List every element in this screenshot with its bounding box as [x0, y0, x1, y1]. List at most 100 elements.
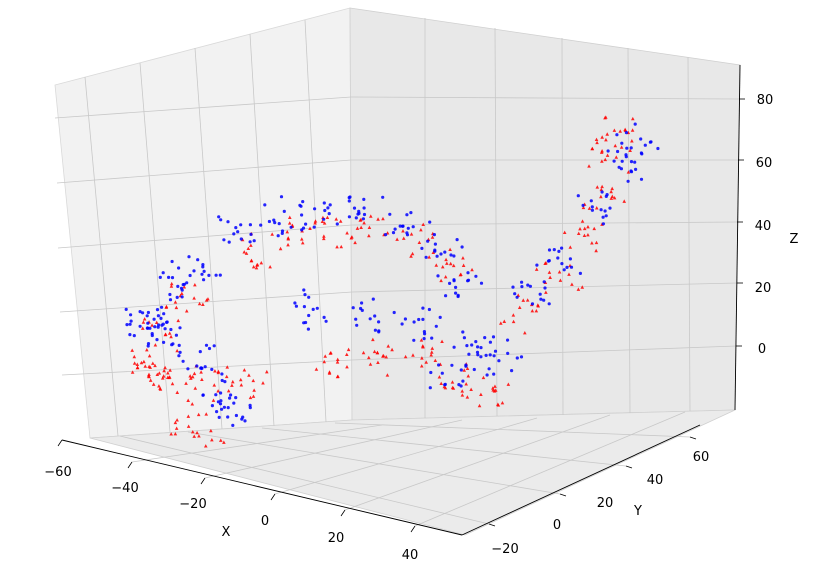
red-point — [193, 283, 197, 287]
red-point — [175, 418, 179, 422]
blue-point — [234, 396, 238, 400]
blue-point — [293, 301, 297, 305]
blue-point — [201, 265, 205, 269]
red-point — [287, 221, 292, 225]
red-point — [590, 241, 594, 245]
red-point — [409, 254, 413, 258]
blue-point — [216, 400, 220, 404]
red-point — [427, 255, 431, 259]
blue-point — [466, 279, 470, 283]
red-point — [190, 430, 195, 434]
blue-point — [160, 305, 164, 309]
red-point — [135, 365, 140, 370]
blue-point — [639, 137, 643, 141]
blue-point — [289, 225, 293, 229]
red-point — [600, 159, 604, 163]
blue-point — [355, 323, 359, 327]
blue-point — [322, 201, 326, 205]
red-point — [200, 377, 204, 382]
blue-point — [589, 199, 593, 203]
blue-point — [400, 322, 404, 326]
red-point — [132, 361, 137, 365]
red-point — [169, 432, 173, 436]
red-point — [239, 383, 244, 387]
red-point — [440, 264, 445, 269]
blue-point — [467, 352, 471, 356]
red-point — [174, 305, 179, 310]
blue-point — [428, 220, 432, 224]
blue-point — [626, 179, 630, 183]
red-point — [167, 375, 172, 379]
red-point — [151, 361, 155, 365]
red-point — [153, 363, 157, 368]
blue-point — [539, 297, 543, 301]
blue-point — [457, 383, 461, 387]
blue-point — [351, 306, 355, 310]
blue-point — [629, 160, 634, 164]
red-point — [375, 350, 380, 355]
red-point — [345, 364, 349, 369]
blue-point — [128, 322, 132, 326]
blue-point — [412, 320, 416, 324]
red-point — [465, 366, 470, 371]
blue-point — [220, 407, 224, 411]
red-point — [430, 346, 435, 350]
red-point — [609, 189, 613, 194]
red-point — [216, 369, 221, 374]
gridlines — [54, 18, 740, 527]
blue-point — [352, 206, 357, 210]
red-point — [145, 347, 149, 352]
red-point — [385, 373, 390, 377]
y-tick-label: 40 — [647, 473, 664, 488]
red-point — [386, 344, 391, 348]
blue-point — [560, 246, 564, 250]
red-point — [626, 170, 631, 174]
blue-point — [511, 285, 515, 289]
red-point — [322, 234, 326, 238]
red-point — [586, 233, 590, 237]
red-point — [493, 388, 498, 392]
red-point — [142, 359, 146, 364]
blue-point — [362, 197, 366, 201]
blue-point — [226, 406, 230, 410]
red-point — [355, 226, 360, 230]
red-point — [344, 352, 349, 356]
blue-point — [192, 269, 196, 273]
blue-point — [178, 350, 182, 354]
blue-point — [547, 302, 551, 306]
red-point — [320, 219, 325, 223]
blue-point — [202, 269, 206, 273]
red-point — [186, 398, 190, 402]
red-point — [339, 244, 344, 249]
blue-point — [327, 212, 331, 216]
red-point — [521, 298, 526, 302]
red-point — [242, 368, 247, 372]
blue-point — [455, 238, 459, 242]
blue-point — [421, 317, 425, 321]
blue-point — [249, 232, 253, 236]
blue-point — [371, 297, 375, 301]
red-point — [442, 384, 447, 389]
red-point — [186, 424, 191, 428]
red-point — [184, 381, 188, 385]
red-point — [562, 230, 567, 234]
blue-point — [170, 259, 174, 264]
red-point — [361, 350, 366, 355]
red-point — [630, 139, 634, 143]
blue-point — [506, 338, 510, 342]
red-point — [547, 270, 552, 274]
red-point — [434, 263, 439, 267]
red-point — [401, 229, 405, 233]
blue-point — [515, 295, 519, 299]
blue-point — [476, 345, 480, 349]
red-point — [192, 434, 197, 438]
red-point — [261, 381, 265, 385]
blue-point — [201, 263, 205, 267]
blue-point — [228, 396, 232, 400]
red-point — [216, 389, 220, 393]
red-point — [567, 272, 571, 276]
blue-point — [506, 351, 510, 355]
blue-point — [452, 345, 456, 349]
blue-point — [528, 284, 533, 288]
red-point — [285, 230, 290, 234]
